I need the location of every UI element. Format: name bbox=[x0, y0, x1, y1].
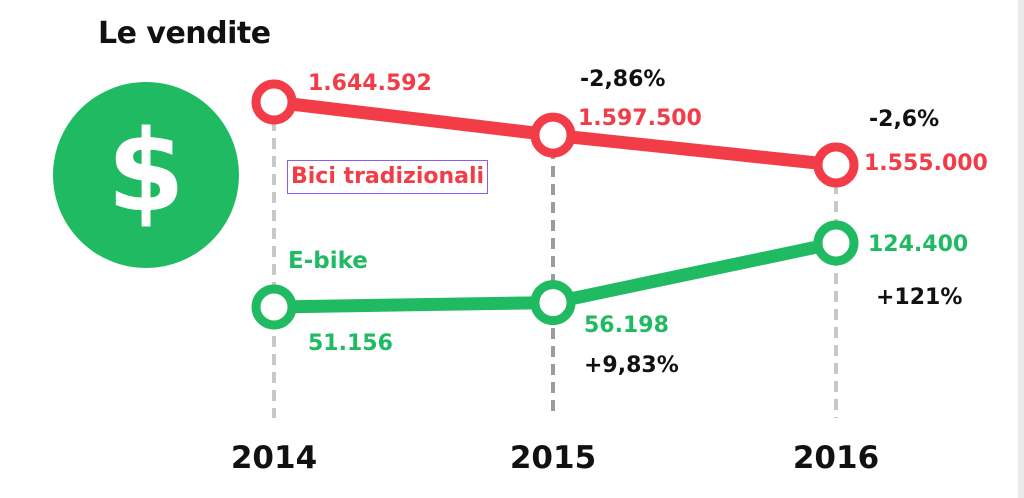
change-label-ebike-2015: +9,83% bbox=[584, 353, 679, 378]
e-bike-point-2015 bbox=[530, 280, 576, 326]
legend-e-bike: E-bike bbox=[288, 248, 368, 274]
e-bike-point-2016 bbox=[813, 220, 859, 266]
dollar-sign-glyph: $ bbox=[107, 107, 185, 237]
bici-tradizionali-point-2015 bbox=[530, 112, 576, 158]
bici-tradizionali-point-2014 bbox=[251, 79, 297, 125]
right-edge-divider bbox=[1018, 0, 1024, 498]
bici-tradizionali-point-2016 bbox=[813, 142, 859, 188]
value-label-bici-2014: 1.644.592 bbox=[308, 71, 432, 96]
value-label-ebike-2015: 56.198 bbox=[584, 313, 669, 338]
value-label-bici-2016: 1.555.000 bbox=[864, 151, 988, 176]
value-label-bici-2015: 1.597.500 bbox=[578, 106, 702, 131]
e-bike-point-2014 bbox=[251, 284, 297, 330]
chart-title: Le vendite bbox=[98, 16, 271, 51]
change-label-bici-2016: -2,6% bbox=[869, 107, 939, 132]
dollar-circle-icon bbox=[53, 82, 239, 268]
change-label-bici-2015: -2,86% bbox=[580, 67, 665, 92]
change-label-ebike-2016: +121% bbox=[876, 285, 962, 310]
x-tick-label-2016: 2016 bbox=[793, 440, 879, 476]
legend-bici-tradizionali: Bici tradizionali bbox=[287, 160, 489, 194]
x-tick-label-2015: 2015 bbox=[510, 440, 596, 476]
x-tick-label-2014: 2014 bbox=[231, 440, 317, 476]
value-label-ebike-2014: 51.156 bbox=[308, 331, 393, 356]
value-label-ebike-2016: 124.400 bbox=[868, 232, 968, 257]
